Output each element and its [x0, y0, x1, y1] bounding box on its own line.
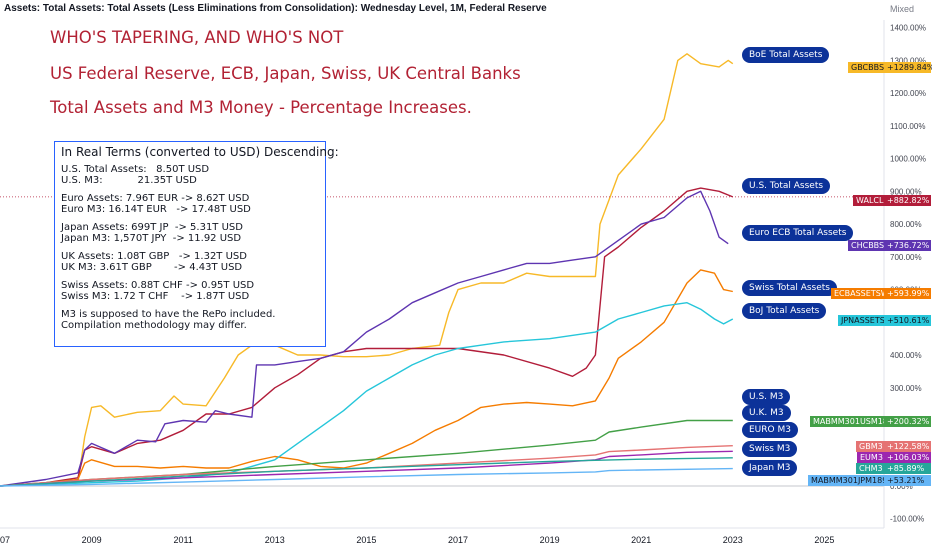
series-last-value-mabmm301jpm189s: +53.21%	[884, 475, 931, 486]
series-last-value-mabmm301usm189s: +200.32%	[884, 416, 931, 427]
info-group-gap	[61, 186, 319, 193]
series-last-value-ecbassetsw: +593.99%	[884, 288, 931, 299]
info-line: Japan M3: 1,570T JPY -> 11.92 USD	[61, 233, 242, 244]
series-tag-chcbbs[interactable]: CHCBBS	[848, 240, 884, 251]
info-line: Euro Assets: 7.96T EUR -> 8.62T USD	[61, 193, 250, 204]
info-line: UK M3: 3.61T GBP -> 4.43T USD	[61, 262, 243, 273]
callout-gbm3: U.K. M3	[742, 405, 791, 421]
y-tick-label: 800.00%	[890, 220, 922, 229]
info-line: Japan Assets: 699T JP -> 5.31T USD	[61, 222, 243, 233]
series-tag-gbm3[interactable]: GBM3	[856, 441, 884, 452]
x-tick-label: 2011	[174, 535, 193, 545]
real-terms-info-box: In Real Terms (converted to USD) Descend…	[54, 141, 339, 347]
series-line-gbm3	[0, 445, 733, 487]
series-line-gbcbbs	[0, 53, 734, 487]
info-line: Compilation methodology may differ.	[61, 320, 247, 331]
headline-3: Total Assets and M3 Money - Percentage I…	[50, 98, 472, 117]
series-tag-ecbassetsw[interactable]: ECBASSETSW	[831, 288, 889, 299]
callout-mabmm301jpm189s: Japan M3	[742, 460, 798, 476]
x-tick-label: 2019	[540, 535, 560, 545]
info-line: M3 is supposed to have the RePo included…	[61, 309, 276, 320]
y-tick-label: 1300.00%	[890, 56, 926, 65]
callout-ecbassetsw: Swiss Total Assets	[742, 280, 837, 296]
series-tag-mabmm301jpm189s[interactable]: MABMM301JPM189S	[808, 475, 892, 486]
series-tag-jpnassets[interactable]: JPNASSETS	[838, 315, 885, 326]
y-tick-label: 300.00%	[890, 384, 922, 393]
series-last-value-gbm3: +122.58%	[884, 441, 931, 452]
info-line: U.S. Total Assets: 8.50T USD	[61, 164, 210, 175]
info-box-title: In Real Terms (converted to USD) Descend…	[61, 145, 339, 159]
info-group-gap	[61, 244, 319, 251]
info-line: UK Assets: 1.08T GBP -> 1.32T USD	[61, 251, 247, 262]
series-tag-mabmm301usm189s[interactable]: MABMM301USM189S	[810, 416, 898, 427]
y-tick-label: 1000.00%	[890, 155, 926, 164]
headline-1: WHO'S TAPERING, AND WHO'S NOT	[50, 28, 344, 47]
info-line: Euro M3: 16.14T EUR -> 17.48T USD	[61, 204, 251, 215]
x-tick-label: 2023	[723, 535, 743, 545]
y-tick-label: 400.00%	[890, 351, 922, 360]
info-line: U.S. M3: 21.35T USD	[61, 175, 197, 186]
y-tick-label: 700.00%	[890, 253, 922, 262]
x-tick-label: 07	[0, 535, 10, 545]
x-tick-label: 2013	[265, 535, 285, 545]
headline-2: US Federal Reserve, ECB, Japan, Swiss, U…	[50, 64, 521, 83]
series-tag-walcl[interactable]: WALCL	[853, 195, 884, 206]
series-line-mabmm301jpm189s	[0, 467, 733, 487]
info-line: Swiss Assets: 0.88T CHF -> 0.95T USD	[61, 280, 255, 291]
y-tick-label: 1400.00%	[890, 24, 926, 33]
x-tick-label: 2021	[631, 535, 651, 545]
series-line-jpnassets	[0, 302, 734, 487]
y-tick-label: 1200.00%	[890, 89, 926, 98]
series-line-chcbbs	[0, 190, 729, 487]
callout-jpnassets: BoJ Total Assets	[742, 303, 827, 319]
series-tag-chm3[interactable]: CHM3	[856, 463, 884, 474]
y-tick-label: 1100.00%	[890, 122, 925, 131]
x-tick-label: 2025	[814, 535, 834, 545]
callout-eum3: EURO M3	[742, 422, 798, 438]
series-tag-gbcbbs[interactable]: GBCBBS	[848, 62, 884, 73]
series-line-chm3	[0, 457, 733, 487]
series-last-value-gbcbbs: +1289.84%	[884, 62, 932, 73]
y-tick-label: 900.00%	[890, 187, 922, 196]
info-group-gap	[61, 215, 319, 222]
callout-gbcbbs: BoE Total Assets	[742, 47, 830, 63]
series-last-value-chm3: +85.89%	[884, 463, 931, 474]
series-last-value-walcl: +882.82%	[884, 195, 931, 206]
info-group-gap	[61, 273, 319, 280]
y-tick-label: 0.00%	[890, 482, 913, 491]
callout-chcbbs: Euro ECB Total Assets	[742, 225, 854, 241]
callout-chm3: Swiss M3	[742, 441, 798, 457]
info-line: Swiss M3: 1.72 T CHF -> 1.87T USD	[61, 291, 250, 302]
x-tick-label: 2015	[356, 535, 376, 545]
series-last-value-jpnassets: +510.61%	[884, 315, 931, 326]
x-tick-label: 2009	[82, 535, 102, 545]
x-tick-label: 2017	[448, 535, 468, 545]
y-tick-label: -100.00%	[890, 515, 924, 524]
series-last-value-chcbbs: +736.72%	[884, 240, 931, 251]
series-last-value-eum3: +106.03%	[884, 452, 931, 463]
callout-walcl: U.S. Total Assets	[742, 178, 831, 194]
series-tag-eum3[interactable]: EUM3	[857, 452, 884, 463]
callout-mabmm301usm189s: U.S. M3	[742, 389, 791, 405]
series-line-eum3	[0, 450, 733, 487]
info-group-gap	[61, 302, 319, 309]
chart-header-title: Assets: Total Assets: Total Assets (Less…	[4, 3, 547, 14]
scale-mode-label[interactable]: Mixed	[890, 4, 915, 14]
info-box-lines: U.S. Total Assets: 8.50T USD U.S. M3: 21.…	[61, 164, 319, 331]
series-line-ecbassetsw	[0, 269, 733, 487]
